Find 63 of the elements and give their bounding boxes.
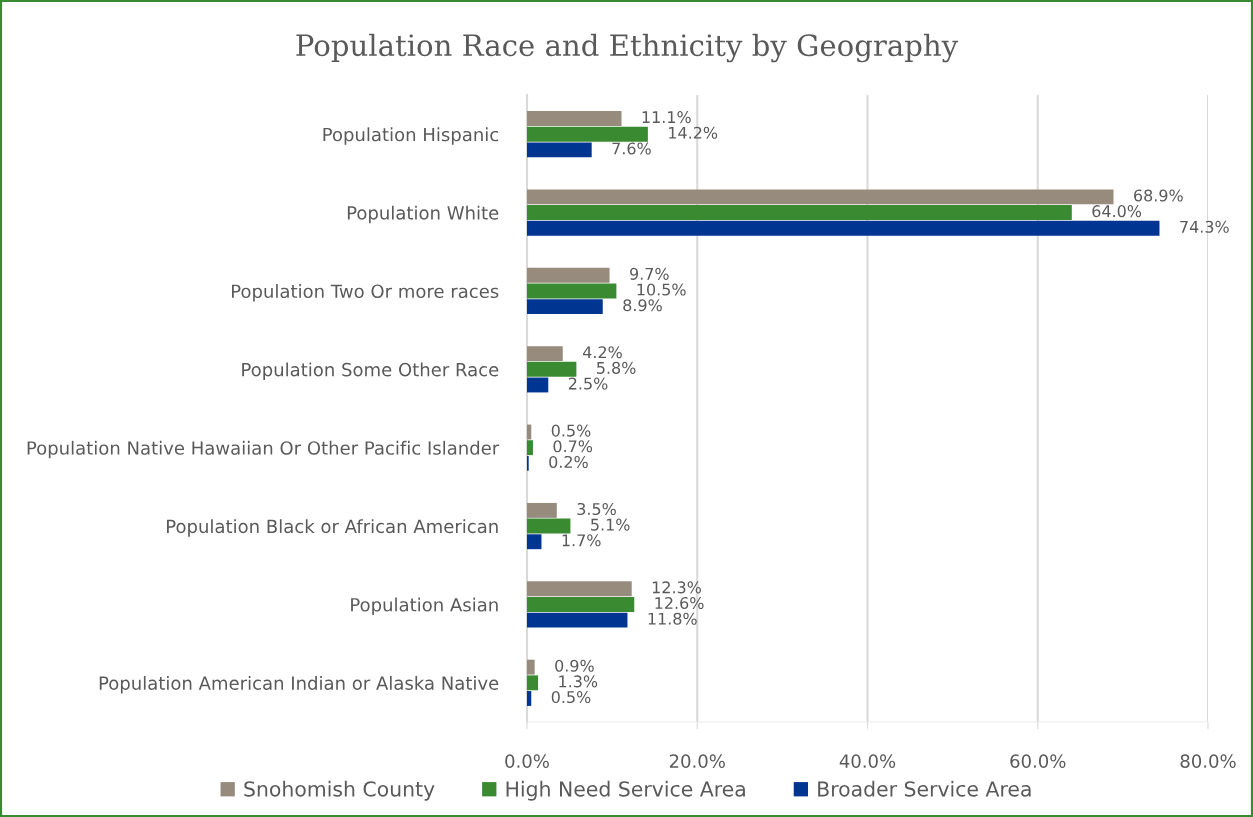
y-tick-label: Population American Indian or Alaska Native bbox=[99, 675, 499, 694]
data-label: 12.6% bbox=[655, 596, 704, 610]
bar bbox=[527, 189, 1114, 205]
data-label: 11.8% bbox=[648, 612, 697, 625]
bar bbox=[527, 111, 622, 126]
x-tick-label: 40.0% bbox=[839, 754, 896, 768]
bar bbox=[527, 596, 635, 612]
data-label: 74.3% bbox=[1180, 220, 1229, 233]
bar bbox=[527, 142, 592, 158]
bar bbox=[527, 518, 571, 534]
bar bbox=[527, 205, 1072, 221]
bar bbox=[527, 126, 648, 142]
data-label: 1.7% bbox=[562, 534, 601, 547]
bar bbox=[527, 534, 542, 550]
data-label: 3.5% bbox=[577, 502, 616, 516]
legend-label: Snohomish County bbox=[244, 780, 435, 801]
y-tick-label: Population Some Other Race bbox=[242, 362, 499, 380]
data-label: 0.2% bbox=[549, 455, 588, 468]
data-label: 9.7% bbox=[630, 267, 669, 280]
bar bbox=[527, 377, 549, 393]
bar bbox=[527, 299, 603, 315]
y-tick-label: Population Native Hawaiian Or Other Pacific Islander bbox=[27, 440, 500, 459]
data-label: 0.5% bbox=[551, 691, 591, 704]
y-tick-label: Population Black or African American bbox=[167, 519, 498, 537]
legend-label: Broader Service Area bbox=[818, 780, 1031, 797]
data-label: 7.6% bbox=[612, 142, 651, 155]
x-tick-label: 0.0% bbox=[505, 754, 549, 768]
bar bbox=[527, 612, 628, 628]
y-tick-label: Population Hispanic bbox=[323, 127, 499, 145]
bar bbox=[527, 220, 1160, 236]
bar bbox=[527, 283, 617, 299]
data-label: 5.1% bbox=[591, 518, 630, 531]
data-label: 8.9% bbox=[623, 299, 662, 312]
chart-title: Population Race and Ethnicity by Geography bbox=[296, 33, 959, 63]
bar bbox=[527, 502, 557, 518]
data-label: 12.3% bbox=[652, 581, 702, 594]
data-label: 10.5% bbox=[637, 283, 686, 296]
data-label: 5.8% bbox=[597, 361, 636, 374]
y-tick-label: Population White bbox=[347, 205, 499, 224]
bar bbox=[527, 361, 577, 377]
data-label: 2.5% bbox=[568, 377, 608, 390]
data-label: 64.0% bbox=[1092, 205, 1142, 218]
bar bbox=[527, 440, 533, 456]
data-label: 4.2% bbox=[582, 346, 622, 359]
x-tick-label: 60.0% bbox=[1010, 754, 1066, 768]
data-label: 0.5% bbox=[551, 424, 591, 437]
x-tick-label: 20.0% bbox=[669, 754, 725, 768]
y-tick-label: Population Two Or more races bbox=[232, 284, 499, 302]
data-label: 0.9% bbox=[555, 659, 594, 672]
bar bbox=[527, 659, 535, 675]
data-label: 11.1% bbox=[642, 111, 691, 124]
bar bbox=[527, 346, 563, 362]
bar bbox=[527, 675, 539, 691]
data-label: 1.3% bbox=[559, 675, 598, 688]
x-tick-label: 80.0% bbox=[1180, 754, 1236, 768]
bar bbox=[527, 581, 632, 597]
data-label: 14.2% bbox=[669, 126, 718, 139]
data-label: 68.9% bbox=[1134, 189, 1183, 202]
legend-label: High Need Service Area bbox=[506, 780, 745, 801]
y-tick-label: Population Asian bbox=[351, 597, 498, 616]
bar bbox=[527, 691, 532, 706]
bar bbox=[527, 267, 610, 283]
data-label: 0.7% bbox=[553, 440, 593, 453]
